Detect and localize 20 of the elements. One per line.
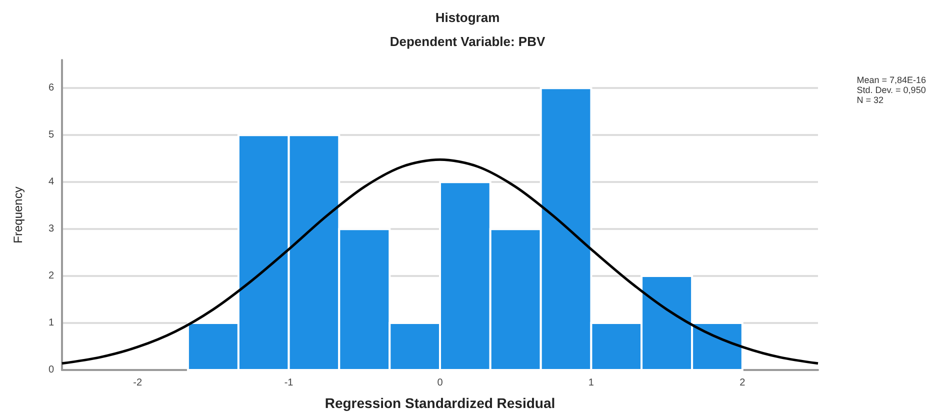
- y-tick-label: 1: [48, 318, 54, 329]
- y-axis-title: Frequency: [11, 186, 25, 244]
- y-tick-label: 2: [48, 270, 54, 282]
- x-tick-label: 2: [740, 378, 746, 388]
- x-axis-title: Regression Standardized Residual: [324, 395, 556, 411]
- y-tick-label: 4: [48, 176, 54, 188]
- text: N = 32: [856, 95, 884, 105]
- y-tick-label: 0: [48, 364, 54, 376]
- x-tick-label: 0: [437, 378, 444, 388]
- y-tick-label: 5: [48, 130, 54, 141]
- x-tick-label: -2: [133, 378, 142, 388]
- text: Mean = 7,84E-16: [856, 75, 926, 85]
- x-tick-label: 1: [588, 378, 594, 388]
- y-tick-label: 6: [48, 82, 54, 94]
- line-series: [60, 158, 820, 365]
- chart-subtitle: Dependent Variable: PBV: [390, 34, 546, 49]
- text: Std. Dev. = 0,950: [856, 85, 926, 95]
- chart-title: Histogram: [435, 10, 500, 25]
- y-tick-label: 3: [48, 224, 54, 235]
- x-tick-label: -1: [284, 378, 294, 388]
